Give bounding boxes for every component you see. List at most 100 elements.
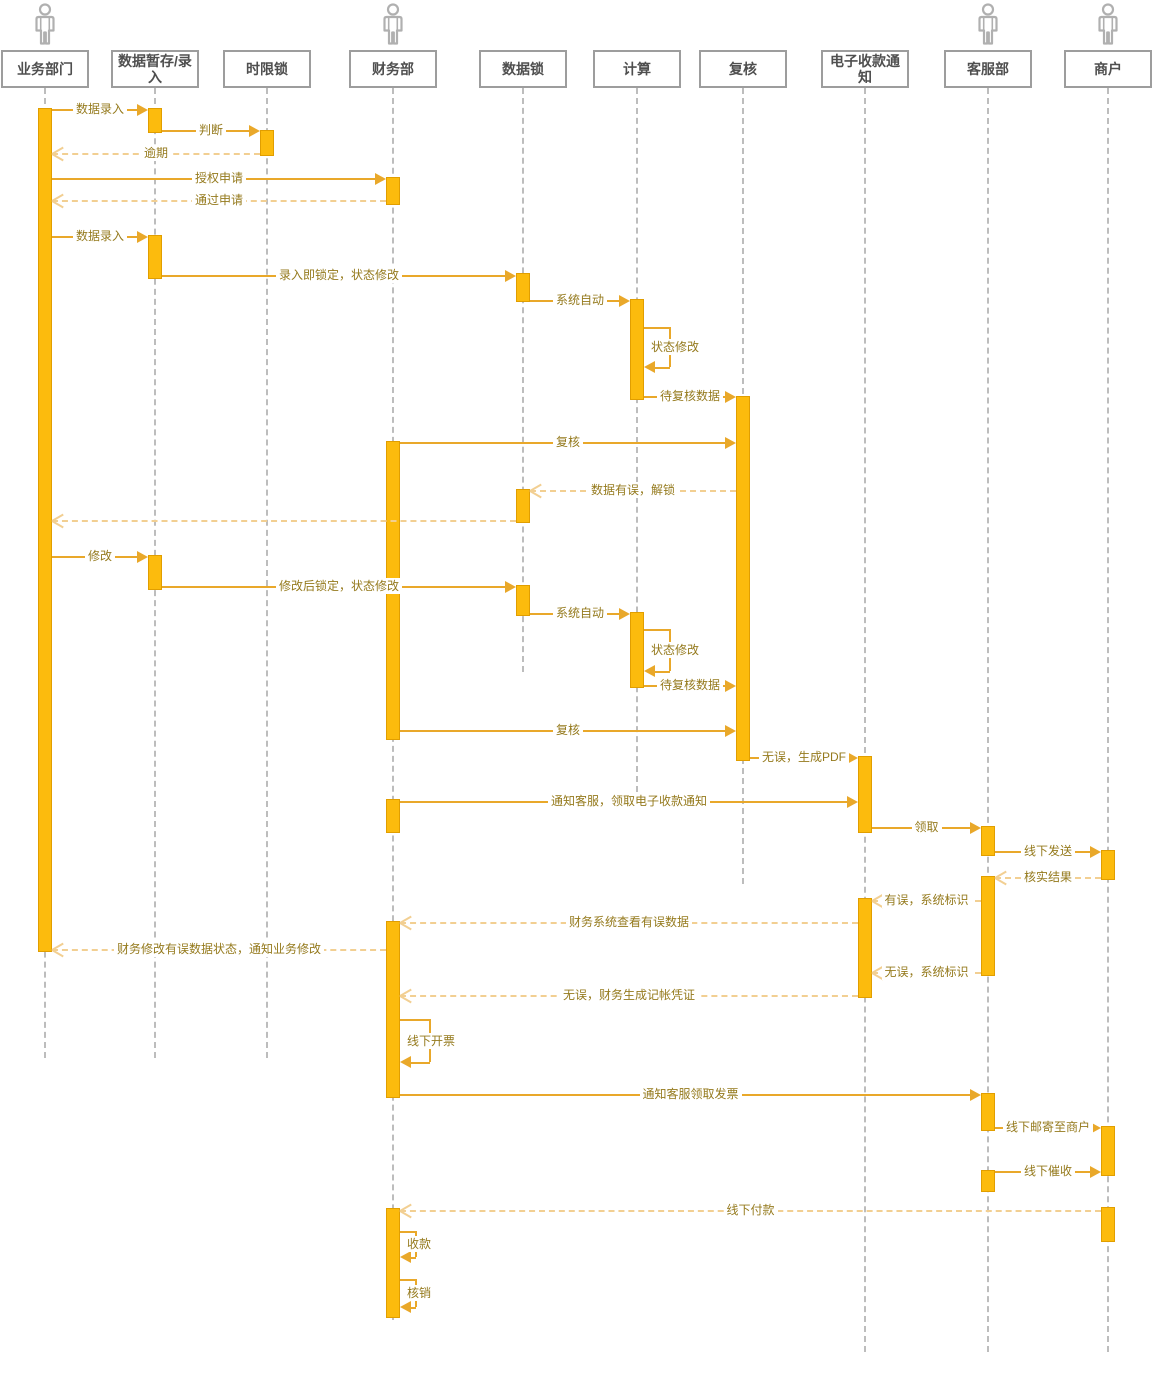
message-label: 无误，财务生成记帐凭证 bbox=[559, 987, 699, 1003]
message-label: 修改 bbox=[84, 548, 116, 564]
actor-box: 数据锁 bbox=[479, 50, 567, 88]
lifeline bbox=[987, 88, 989, 1352]
message-label: 无误，生成PDF bbox=[758, 749, 850, 765]
actor-label: 时限锁 bbox=[246, 60, 288, 77]
message-label: 系统自动 bbox=[552, 605, 608, 621]
message-label: 线下邮寄至商户 bbox=[1002, 1119, 1094, 1135]
activation-bar bbox=[630, 612, 644, 688]
message-label: 通过申请 bbox=[191, 192, 247, 208]
message-arrowhead bbox=[137, 231, 148, 243]
message-arrowhead bbox=[1090, 1122, 1101, 1134]
message-label: 系统自动 bbox=[552, 292, 608, 308]
message-label: 线下开票 bbox=[405, 1032, 458, 1049]
self-message-line bbox=[644, 327, 670, 329]
message-line bbox=[52, 520, 516, 522]
message-label: 通知客服领取发票 bbox=[639, 1086, 742, 1102]
self-message-line bbox=[644, 629, 670, 631]
message-arrowhead bbox=[619, 295, 630, 307]
message-label: 财务修改有误数据状态，通知业务修改 bbox=[113, 941, 325, 957]
activation-bar bbox=[981, 1170, 995, 1192]
self-message-line bbox=[654, 367, 670, 369]
activation-bar bbox=[630, 299, 644, 400]
actor-box: 业务部门 bbox=[1, 50, 89, 88]
self-message-line bbox=[400, 1019, 430, 1021]
message-arrowhead bbox=[847, 796, 858, 808]
actor-label: 商户 bbox=[1094, 60, 1122, 77]
activation-bar bbox=[516, 273, 530, 302]
message-arrowhead bbox=[1090, 846, 1101, 858]
activation-bar bbox=[1101, 1126, 1115, 1176]
actor-box: 电子收款通知 bbox=[821, 50, 909, 88]
self-message-line bbox=[400, 1279, 416, 1281]
actor-box: 计算 bbox=[593, 50, 681, 88]
self-message-line bbox=[410, 1307, 416, 1309]
activation-bar bbox=[386, 177, 400, 205]
activation-bar bbox=[386, 1208, 400, 1318]
message-label: 授权申请 bbox=[191, 170, 247, 186]
activation-bar bbox=[736, 396, 750, 761]
activation-bar bbox=[516, 489, 530, 523]
lifeline bbox=[1107, 88, 1109, 1352]
message-arrowhead bbox=[505, 581, 516, 593]
message-label: 有误，系统标识 bbox=[881, 892, 972, 908]
activation-bar bbox=[858, 898, 872, 998]
activation-bar bbox=[981, 826, 995, 856]
actor-box: 商户 bbox=[1064, 50, 1152, 88]
message-label: 线下付款 bbox=[723, 1202, 778, 1218]
activation-bar bbox=[1101, 850, 1115, 880]
message-arrowhead bbox=[137, 551, 148, 563]
lifeline bbox=[266, 88, 268, 1058]
message-arrowhead bbox=[970, 1089, 981, 1101]
actor-label: 复核 bbox=[729, 60, 757, 77]
message-arrowhead bbox=[725, 437, 736, 449]
message-arrowhead bbox=[249, 125, 260, 137]
self-message-line bbox=[654, 671, 670, 673]
actor-box: 数据暂存/录入 bbox=[111, 50, 199, 88]
message-label: 数据录入 bbox=[72, 101, 128, 117]
message-arrowhead bbox=[847, 752, 858, 764]
self-message-arrowhead bbox=[644, 361, 655, 373]
lifeline bbox=[522, 88, 524, 672]
self-message-arrowhead bbox=[400, 1301, 411, 1313]
activation-bar bbox=[386, 921, 400, 1098]
activation-bar bbox=[260, 130, 274, 156]
message-arrowhead bbox=[505, 270, 516, 282]
message-label: 线下发送 bbox=[1020, 843, 1076, 859]
activation-bar bbox=[148, 555, 162, 590]
actor-label: 数据暂存/录入 bbox=[118, 52, 192, 85]
message-label: 无误，系统标识 bbox=[881, 964, 972, 980]
lifeline bbox=[636, 88, 638, 792]
activation-bar bbox=[858, 756, 872, 833]
message-arrowhead bbox=[137, 104, 148, 116]
activation-bar bbox=[148, 108, 162, 133]
actor-label: 计算 bbox=[623, 60, 651, 77]
message-arrowhead bbox=[725, 680, 736, 692]
message-label: 状态修改 bbox=[649, 642, 702, 658]
message-label: 数据录入 bbox=[72, 228, 128, 244]
message-arrowhead bbox=[375, 173, 386, 185]
message-arrowhead bbox=[970, 822, 981, 834]
person-icon bbox=[968, 2, 1008, 48]
self-message-arrowhead bbox=[400, 1056, 411, 1068]
message-label: 复核 bbox=[552, 722, 584, 738]
actor-box: 时限锁 bbox=[223, 50, 311, 88]
actor-box: 客服部 bbox=[944, 50, 1032, 88]
self-message-arrowhead bbox=[400, 1251, 411, 1263]
lifeline bbox=[864, 88, 866, 1352]
message-label: 录入即锁定，状态修改 bbox=[275, 267, 403, 283]
message-label: 修改后锁定，状态修改 bbox=[275, 578, 403, 594]
person-icon bbox=[1088, 2, 1128, 48]
actor-label: 数据锁 bbox=[502, 60, 544, 77]
self-message-line bbox=[410, 1062, 430, 1064]
actor-box: 财务部 bbox=[349, 50, 437, 88]
message-label: 财务系统查看有误数据 bbox=[565, 914, 693, 930]
actor-box: 复核 bbox=[699, 50, 787, 88]
person-icon bbox=[373, 2, 413, 48]
actor-label: 客服部 bbox=[967, 60, 1009, 77]
activation-bar bbox=[981, 876, 995, 976]
message-arrowhead bbox=[725, 725, 736, 737]
activation-bar bbox=[148, 235, 162, 279]
message-label: 待复核数据 bbox=[656, 677, 724, 693]
message-label: 复核 bbox=[552, 434, 584, 450]
